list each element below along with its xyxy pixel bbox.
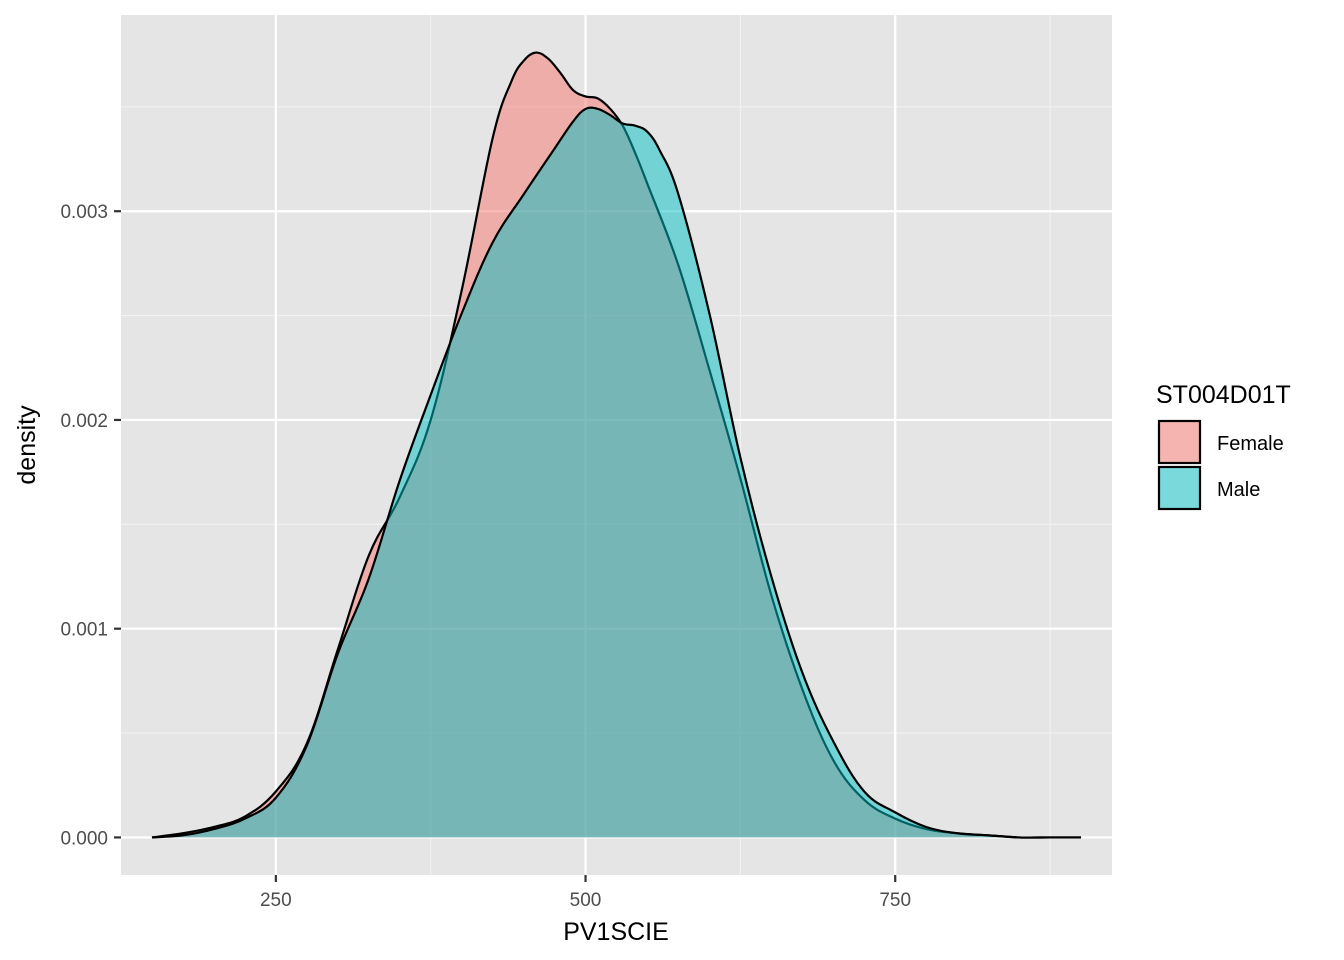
minor-gridlines	[121, 15, 1112, 875]
legend-label-female: Female	[1217, 433, 1284, 455]
density-line-male	[151, 106, 1082, 839]
legend-swatch-male	[1157, 465, 1202, 511]
y-axis-tick-labels: 0.000 0.001 0.002 0.003	[60, 202, 108, 849]
y-tick-label-1: 0.001	[60, 620, 108, 641]
x-tick-label-2: 750	[879, 890, 911, 911]
x-axis-title: PV1SCIE	[563, 918, 669, 946]
y-tick-label-0: 0.000	[60, 828, 108, 849]
legend-items: Female Male	[1157, 419, 1284, 511]
legend-title: ST004D01T	[1156, 381, 1291, 409]
y-axis-title: density	[13, 405, 41, 485]
density-series	[151, 51, 1082, 839]
x-axis-tick-labels: 250 500 750	[260, 890, 911, 911]
legend-swatch-female	[1157, 419, 1202, 465]
axis-ticks	[114, 210, 897, 882]
legend: ST004D01T Female Male	[1156, 381, 1291, 511]
x-tick-label-0: 250	[260, 890, 292, 911]
y-tick-label-2: 0.002	[60, 411, 108, 432]
y-tick-label-3: 0.003	[60, 202, 108, 223]
density-area-male	[151, 107, 1082, 838]
x-tick-label-1: 500	[570, 890, 602, 911]
legend-label-male: Male	[1217, 479, 1260, 501]
